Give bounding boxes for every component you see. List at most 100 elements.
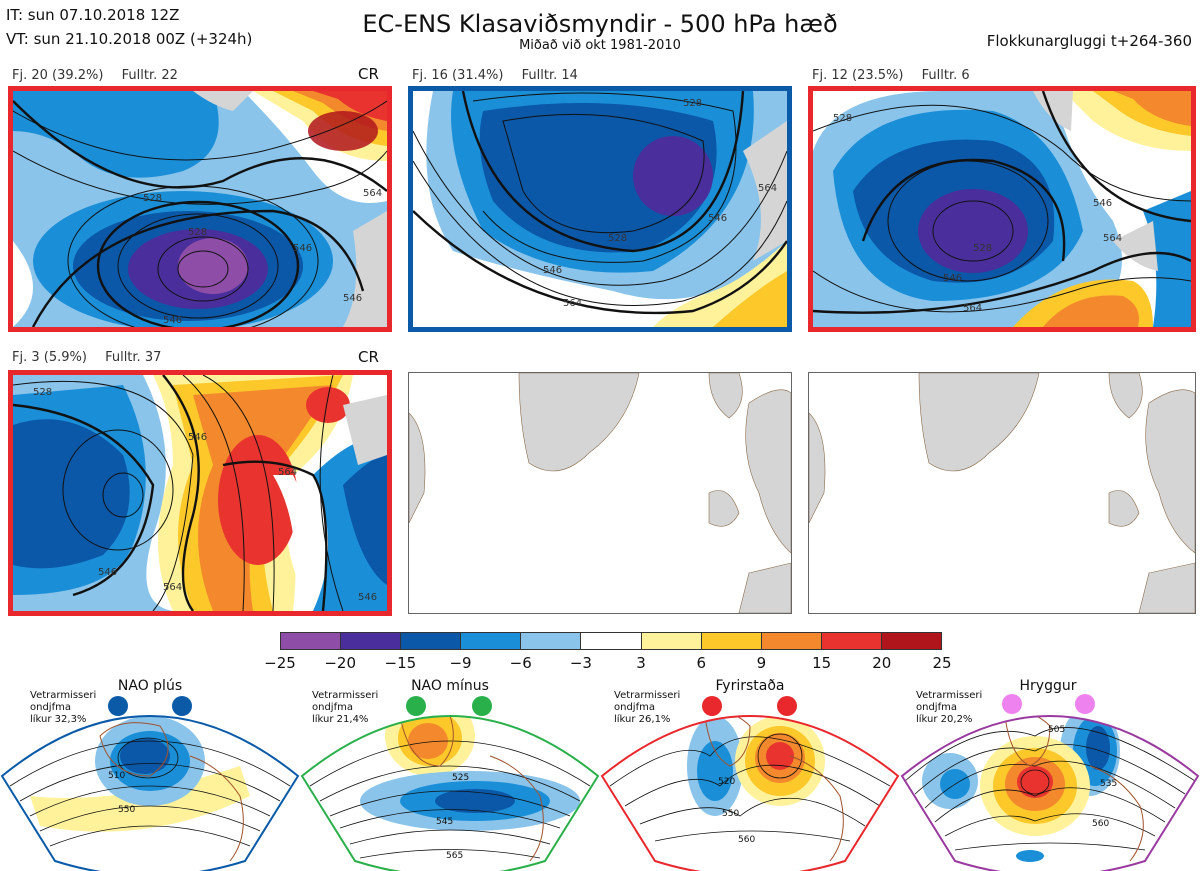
- cluster-1-tag: CR: [358, 65, 379, 83]
- page-title: EC-ENS Klasaviðsmyndir - 500 hPa hæð: [362, 10, 838, 38]
- regime-contour-label: 565: [446, 851, 463, 861]
- p1-contour-label: 528: [143, 193, 162, 204]
- p4-contour-label: 564: [278, 467, 297, 478]
- colorbar-segment: [821, 633, 882, 649]
- colorbar-tick-label: −25: [264, 654, 296, 672]
- cluster-2-label: Fj. 16 (31.4%) Fulltr. 14: [412, 68, 592, 83]
- colorbar-segment: [761, 633, 822, 649]
- regime-contour-label: 535: [1100, 779, 1117, 789]
- cluster-4-map: 528 546 564 546 564 546: [8, 370, 392, 616]
- cluster-3-map: 528 546 564 546 564 528: [808, 86, 1196, 332]
- regime-contour-label: 510: [108, 771, 125, 781]
- regime-marker: [172, 696, 192, 716]
- regime-nao-plus: Vetrarmisseri ondjfma líkur 32,3% NAO plús…: [0, 676, 300, 871]
- colorbar-segment: [461, 633, 522, 649]
- regime-blocking: Vetrarmisseri ondjfma líkur 26,1% Fyrirsta…: [600, 676, 900, 871]
- regime-marker: [1002, 694, 1022, 714]
- regime-contour-label: 545: [436, 817, 453, 827]
- colorbar-segment: [521, 633, 582, 649]
- classification-window: Flokkunargluggi t+264-360: [986, 32, 1192, 50]
- regime-title: Hryggur: [1019, 678, 1077, 694]
- colorbar-segment: [581, 633, 642, 649]
- cluster-3-label: Fj. 12 (23.5%) Fulltr. 6: [812, 68, 984, 83]
- p2-contour-label: 528: [683, 98, 702, 109]
- regime-note: Vetrarmisseri ondjfma líkur 21,4%: [312, 690, 379, 725]
- colorbar-tick-label: 9: [756, 654, 767, 672]
- regime-contour-label: 550: [722, 809, 739, 819]
- p4-contour-label: 546: [188, 432, 207, 443]
- p2-contour-label: 564: [563, 298, 582, 309]
- regime-map: 525 545 565: [300, 715, 600, 871]
- p1-contour-label: 564: [363, 188, 382, 199]
- valid-time: VT: sun 21.10.2018 00Z (+324h): [6, 30, 253, 48]
- colorbar-tick-label: 25: [932, 654, 952, 672]
- cluster-4-field: 528 546 564 546 564 546: [13, 375, 387, 611]
- cluster-4-tag: CR: [358, 348, 379, 366]
- p1-contour-label: 528: [188, 227, 207, 238]
- regime-map: 510 550: [0, 715, 300, 871]
- p3-contour-label: 528: [973, 243, 992, 254]
- regime-title: NAO mínus: [411, 678, 489, 694]
- p1-contour-label: 546: [343, 293, 362, 304]
- regime-note: Vetrarmisseri ondjfma líkur 32,3%: [30, 690, 97, 725]
- regime-ridge: Vetrarmisseri ondjfma líkur 20,2% Hryggur: [900, 676, 1200, 871]
- cluster-4-label: Fj. 3 (5.9%) Fulltr. 37: [12, 350, 175, 365]
- regime-contour-label: 560: [1092, 819, 1109, 829]
- regime-marker: [777, 696, 797, 716]
- cluster-1-fj: Fj. 20 (39.2%): [12, 68, 104, 83]
- colorbar-tick-label: −15: [384, 654, 417, 672]
- cluster-1-field: 528 546 564 528 546 546: [13, 91, 387, 327]
- empty-map-land: [409, 373, 791, 613]
- colorbar-segment: [701, 633, 762, 649]
- regime-contour-label: 550: [118, 805, 135, 815]
- p3-contour-label: 528: [833, 113, 852, 124]
- regime-marker: [406, 696, 426, 716]
- p4-contour-label: 546: [358, 592, 377, 603]
- colorbar-segment: [281, 633, 342, 649]
- regime-contour-label: 505: [1048, 725, 1065, 735]
- p1-contour-label: 546: [293, 243, 312, 254]
- cluster-3-fulltr: Fulltr. 6: [921, 68, 970, 83]
- empty-map-land: [809, 373, 1195, 613]
- regime-map: 505 535 560: [900, 715, 1200, 871]
- regime-contour-label: 560: [738, 835, 755, 845]
- cluster-1-map: 528 546 564 528 546 546: [8, 86, 392, 332]
- regime-marker: [702, 696, 722, 716]
- cluster-4-fulltr: Fulltr. 37: [105, 350, 162, 365]
- p4-contour-label: 528: [33, 387, 52, 398]
- regime-marker: [108, 696, 128, 716]
- regime-title: Fyrirstaða: [715, 678, 785, 694]
- empty-map-panel: [808, 372, 1196, 614]
- colorbar: [280, 632, 942, 650]
- cluster-1-label: Fj. 20 (39.2%) Fulltr. 22: [12, 68, 192, 83]
- colorbar-segment: [401, 633, 462, 649]
- p3-contour-label: 546: [1093, 198, 1112, 209]
- regime-nao-minus: Vetrarmisseri ondjfma líkur 21,4% NAO mínu…: [300, 676, 600, 871]
- regime-title: NAO plús: [117, 678, 183, 694]
- p3-contour-label: 564: [963, 303, 982, 314]
- p2-contour-label: 546: [543, 265, 562, 276]
- colorbar-tick-label: 20: [872, 654, 892, 672]
- p3-contour-label: 546: [943, 273, 962, 284]
- p2-contour-label: 564: [758, 183, 777, 194]
- colorbar-tick-label: −20: [324, 654, 356, 672]
- cluster-1-fulltr: Fulltr. 22: [121, 68, 178, 83]
- regime-contour-label: 525: [452, 773, 469, 783]
- cluster-3-fj: Fj. 12 (23.5%): [812, 68, 904, 83]
- p1-contour-label: 546: [163, 315, 182, 326]
- regime-note: Vetrarmisseri ondjfma líkur 26,1%: [614, 690, 681, 725]
- cluster-2-map: 528 546 564 528 564 546: [408, 86, 792, 332]
- colorbar-tick-label: 15: [812, 654, 832, 672]
- p4-contour-label: 546: [98, 567, 117, 578]
- colorbar-segment: [641, 633, 702, 649]
- page-subtitle: Miðað við okt 1981-2010: [519, 38, 681, 53]
- colorbar-segment: [341, 633, 402, 649]
- colorbar-tick-label: −3: [569, 654, 592, 672]
- colorbar-tick-label: 3: [636, 654, 646, 672]
- colorbar-ticks: −25 −20 −15 −9 −6 −3 3 6 9 15 20 25: [264, 654, 951, 674]
- cluster-3-field: 528 546 564 546 564 528: [813, 91, 1191, 327]
- regime-map: 520 550 560: [600, 715, 900, 871]
- regime-contour-label: 520: [718, 777, 735, 787]
- p3-contour-label: 564: [1103, 233, 1122, 244]
- regime-note: Vetrarmisseri ondjfma líkur 20,2%: [916, 690, 983, 725]
